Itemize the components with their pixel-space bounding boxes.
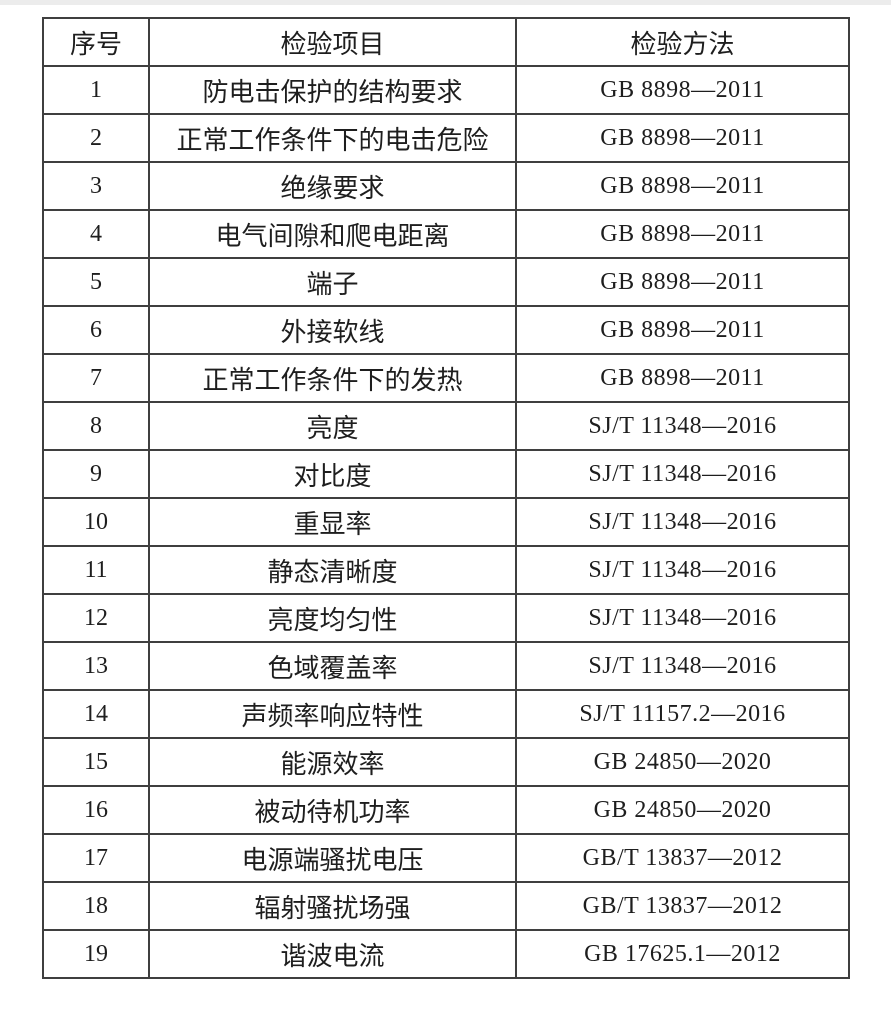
inspection-method-cell: GB 8898—2011 [515, 305, 850, 355]
inspection-method-cell: SJ/T 11157.2—2016 [515, 689, 850, 739]
serial-number-cell: 12 [42, 593, 150, 643]
inspection-method-cell: GB 8898—2011 [515, 113, 850, 163]
serial-number-cell: 4 [42, 209, 150, 259]
table-row: 18 辐射骚扰场强 GB/T 13837—2012 [42, 881, 850, 931]
table-row: 7 正常工作条件下的发热 GB 8898—2011 [42, 353, 850, 403]
inspection-item-cell: 端子 [148, 257, 517, 307]
inspection-method-cell: GB 17625.1—2012 [515, 929, 850, 979]
inspection-item-cell: 对比度 [148, 449, 517, 499]
inspection-method-cell: GB 8898—2011 [515, 161, 850, 211]
inspection-item-cell: 亮度均匀性 [148, 593, 517, 643]
inspection-method-cell: SJ/T 11348—2016 [515, 545, 850, 595]
inspection-item-cell: 谐波电流 [148, 929, 517, 979]
inspection-method-cell: GB 24850—2020 [515, 737, 850, 787]
serial-number-cell: 10 [42, 497, 150, 547]
table-row: 19 谐波电流 GB 17625.1—2012 [42, 929, 850, 979]
inspection-item-cell: 电源端骚扰电压 [148, 833, 517, 883]
inspection-item-cell: 外接软线 [148, 305, 517, 355]
inspection-item-cell: 防电击保护的结构要求 [148, 65, 517, 115]
serial-number-cell: 14 [42, 689, 150, 739]
inspection-item-cell: 被动待机功率 [148, 785, 517, 835]
inspection-item-cell: 绝缘要求 [148, 161, 517, 211]
serial-number-cell: 5 [42, 257, 150, 307]
table-header-row: 序号 检验项目 检验方法 [42, 17, 850, 67]
table-row: 2 正常工作条件下的电击危险 GB 8898—2011 [42, 113, 850, 163]
inspection-method-cell: SJ/T 11348—2016 [515, 497, 850, 547]
inspection-item-cell: 正常工作条件下的电击危险 [148, 113, 517, 163]
inspection-item-cell: 静态清晰度 [148, 545, 517, 595]
inspection-item-cell: 重显率 [148, 497, 517, 547]
inspection-table: 序号 检验项目 检验方法 1 防电击保护的结构要求 GB 8898—2011 2 正常工… [42, 17, 850, 979]
serial-number-cell: 3 [42, 161, 150, 211]
serial-number-cell: 13 [42, 641, 150, 691]
inspection-method-cell: GB 8898—2011 [515, 257, 850, 307]
table-row: 3 绝缘要求 GB 8898—2011 [42, 161, 850, 211]
header-inspection-method: 检验方法 [515, 17, 850, 67]
table-row: 14 声频率响应特性 SJ/T 11157.2—2016 [42, 689, 850, 739]
table-row: 16 被动待机功率 GB 24850—2020 [42, 785, 850, 835]
page-top-edge [0, 0, 891, 5]
inspection-item-cell: 声频率响应特性 [148, 689, 517, 739]
header-inspection-item: 检验项目 [148, 17, 517, 67]
inspection-item-cell: 色域覆盖率 [148, 641, 517, 691]
inspection-method-cell: SJ/T 11348—2016 [515, 449, 850, 499]
table-row: 17 电源端骚扰电压 GB/T 13837—2012 [42, 833, 850, 883]
table-row: 9 对比度 SJ/T 11348—2016 [42, 449, 850, 499]
inspection-item-cell: 电气间隙和爬电距离 [148, 209, 517, 259]
inspection-method-cell: SJ/T 11348—2016 [515, 401, 850, 451]
table-row: 15 能源效率 GB 24850—2020 [42, 737, 850, 787]
inspection-method-cell: GB 8898—2011 [515, 353, 850, 403]
inspection-item-cell: 辐射骚扰场强 [148, 881, 517, 931]
table-row: 1 防电击保护的结构要求 GB 8898—2011 [42, 65, 850, 115]
table-row: 10 重显率 SJ/T 11348—2016 [42, 497, 850, 547]
inspection-method-cell: GB 8898—2011 [515, 209, 850, 259]
serial-number-cell: 19 [42, 929, 150, 979]
inspection-method-cell: GB/T 13837—2012 [515, 881, 850, 931]
serial-number-cell: 6 [42, 305, 150, 355]
table-row: 11 静态清晰度 SJ/T 11348—2016 [42, 545, 850, 595]
table-row: 4 电气间隙和爬电距离 GB 8898—2011 [42, 209, 850, 259]
inspection-method-cell: GB 8898—2011 [515, 65, 850, 115]
serial-number-cell: 18 [42, 881, 150, 931]
serial-number-cell: 8 [42, 401, 150, 451]
inspection-item-cell: 能源效率 [148, 737, 517, 787]
inspection-method-cell: SJ/T 11348—2016 [515, 593, 850, 643]
serial-number-cell: 16 [42, 785, 150, 835]
serial-number-cell: 17 [42, 833, 150, 883]
table-row: 5 端子 GB 8898—2011 [42, 257, 850, 307]
serial-number-cell: 1 [42, 65, 150, 115]
serial-number-cell: 15 [42, 737, 150, 787]
header-serial-number: 序号 [42, 17, 150, 67]
table-body: 1 防电击保护的结构要求 GB 8898—2011 2 正常工作条件下的电击危险 GB 8… [42, 65, 850, 979]
serial-number-cell: 11 [42, 545, 150, 595]
inspection-method-cell: SJ/T 11348—2016 [515, 641, 850, 691]
inspection-item-cell: 亮度 [148, 401, 517, 451]
table-row: 12 亮度均匀性 SJ/T 11348—2016 [42, 593, 850, 643]
serial-number-cell: 2 [42, 113, 150, 163]
table-row: 13 色域覆盖率 SJ/T 11348—2016 [42, 641, 850, 691]
inspection-item-cell: 正常工作条件下的发热 [148, 353, 517, 403]
serial-number-cell: 7 [42, 353, 150, 403]
inspection-method-cell: GB 24850—2020 [515, 785, 850, 835]
inspection-method-cell: GB/T 13837—2012 [515, 833, 850, 883]
serial-number-cell: 9 [42, 449, 150, 499]
table-row: 6 外接软线 GB 8898—2011 [42, 305, 850, 355]
table-row: 8 亮度 SJ/T 11348—2016 [42, 401, 850, 451]
